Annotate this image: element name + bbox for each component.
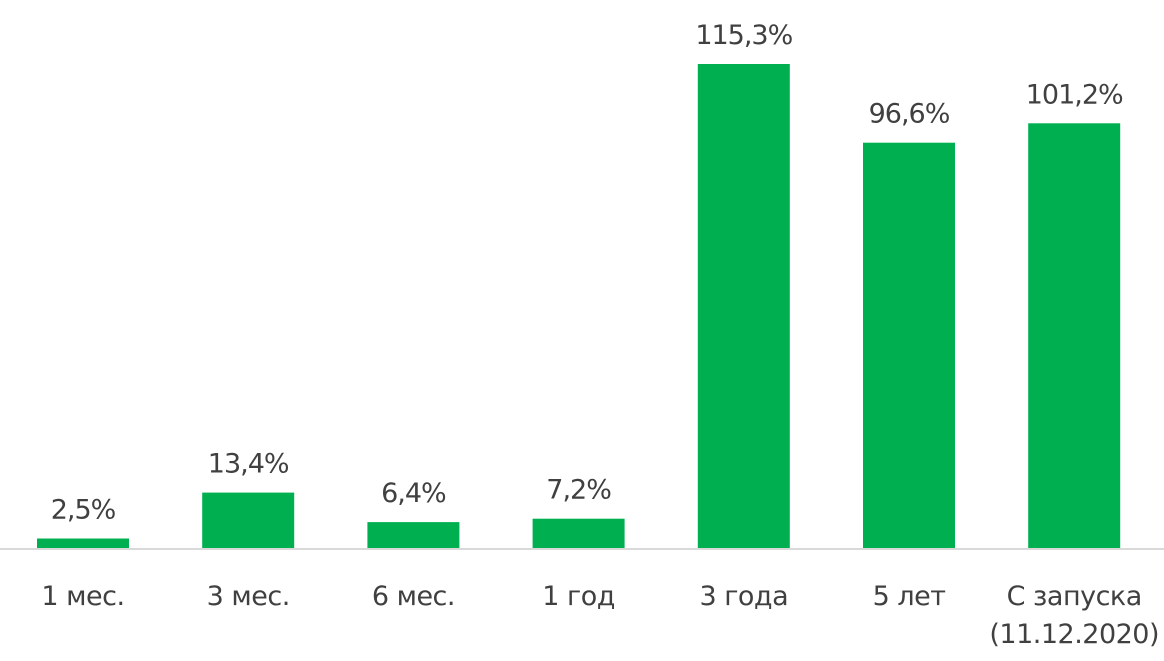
category-label: С запуска: [1007, 581, 1142, 612]
bar-3: [367, 522, 460, 549]
bar-value-label: 2,5%: [51, 495, 116, 526]
bar-value-label: 96,6%: [869, 99, 950, 130]
category-label: 6 мес.: [372, 581, 455, 612]
category-label: 3 мес.: [207, 581, 290, 612]
bar-7: [1028, 123, 1121, 550]
bar-2: [202, 492, 295, 549]
bar-value-label: 6,4%: [381, 478, 446, 509]
bars-layer: [37, 64, 1121, 550]
bar-value-label: 7,2%: [546, 475, 611, 506]
bar-value-label: 101,2%: [1026, 79, 1123, 110]
category-label: 1 год: [542, 581, 615, 612]
category-labels-layer: 1 мес. 3 мес. 6 мес. 1 год 3 года 5 лет С запу…: [41, 581, 1159, 650]
category-label: (11.12.2020): [989, 619, 1159, 650]
bar-4: [532, 518, 625, 549]
bar-value-label: 13,4%: [208, 449, 289, 480]
category-label: 3 года: [699, 581, 788, 612]
bar-1: [37, 538, 129, 549]
bar-6: [863, 142, 955, 549]
category-label: 1 мес.: [41, 581, 124, 612]
bar-value-label: 115,3%: [695, 20, 792, 51]
bar-5: [697, 64, 790, 549]
value-labels-layer: 2,5% 13,4% 6,4% 7,2% 115,3% 96,6% 101,2%: [51, 20, 1124, 526]
category-label: 5 лет: [873, 581, 946, 612]
